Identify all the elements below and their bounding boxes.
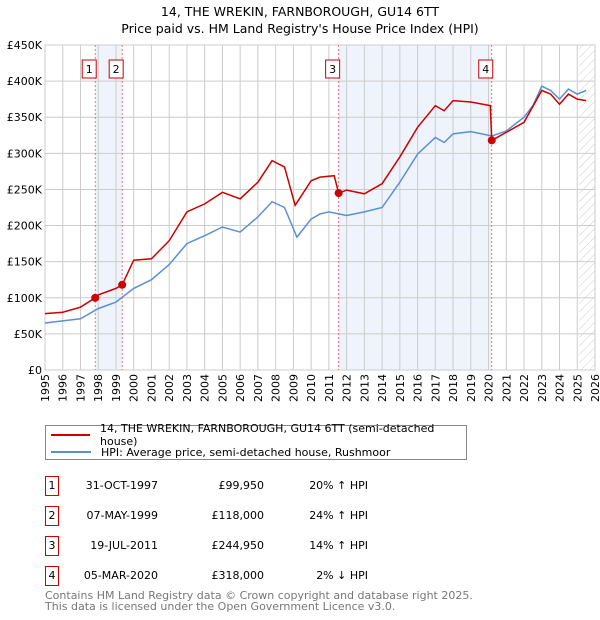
chart-subtitle: Price paid vs. HM Land Registry's House … — [121, 21, 479, 36]
legend-label: 14, THE WREKIN, FARNBOROUGH, GU14 6TT (s… — [100, 422, 435, 448]
x-tick-label: 2020 — [483, 374, 496, 402]
sale-label-1: 1 — [86, 63, 93, 76]
shaded-period-2 — [338, 45, 492, 370]
sale-number: 4 — [45, 566, 59, 586]
x-tick-label: 2024 — [554, 374, 567, 402]
price-chart: 1995 1996 1997 1998 1999 2000 2001 2002 2003 2004… — [7, 39, 600, 402]
sale-hpi-diff: 14% ↑ HPI — [309, 539, 368, 552]
x-tick-label: 1998 — [92, 374, 105, 402]
plot-border — [44, 44, 596, 371]
sale-point-2 — [118, 280, 127, 289]
sale-label-3: 3 — [329, 63, 336, 76]
sale-point-3 — [334, 189, 343, 198]
sale-date: 05-MAR-2020 — [83, 569, 158, 582]
sale-row: 4 05-MAR-2020 £318,000 2% ↓ HPI — [0, 566, 600, 586]
sale-label-box-1 — [81, 59, 97, 79]
hpi-line — [44, 85, 587, 324]
y-tick-label: £350K — [7, 111, 43, 124]
x-tick-label: 2013 — [358, 374, 371, 402]
x-tick-label: 2015 — [394, 374, 407, 402]
chart-title: 14, THE WREKIN, FARNBOROUGH, GU14 6TT — [160, 4, 440, 19]
sale-label-4: 4 — [482, 63, 489, 76]
x-tick-label: 2022 — [518, 374, 531, 402]
footer-line-1: Contains HM Land Registry data © Crown c… — [45, 589, 473, 602]
x-tick-label: 2006 — [234, 374, 247, 402]
sale-hpi-diff: 24% ↑ HPI — [309, 509, 368, 522]
x-tick-label: 2026 — [589, 374, 600, 402]
sale-label-box-4 — [478, 59, 494, 79]
legend-item-property: 14, THE WREKIN, FARNBOROUGH, GU14 6TT (s… — [51, 422, 466, 448]
x-tick-label: 2023 — [536, 374, 549, 402]
x-tick-label: 2017 — [429, 374, 442, 402]
y-tick-label: £200K — [7, 220, 43, 233]
legend-swatch-red — [51, 434, 90, 436]
y-tick-label: £50K — [14, 328, 43, 341]
legend-item-hpi: HPI: Average price, semi-detached house,… — [51, 444, 390, 460]
x-tick-label: 1996 — [57, 374, 70, 402]
sale-row: 2 07-MAY-1999 £118,000 24% ↑ HPI — [0, 506, 600, 526]
sale-price: £318,000 — [211, 569, 265, 582]
x-tick-label: 2008 — [270, 374, 283, 402]
x-tick-label: 2019 — [465, 374, 478, 402]
x-tick-label: 2014 — [376, 374, 389, 402]
property-price-line — [44, 89, 587, 315]
sale-point-1 — [91, 293, 100, 302]
x-tick-label: 2010 — [305, 374, 318, 402]
y-tick-label: £0 — [28, 364, 42, 377]
forecast-hatch — [579, 45, 595, 370]
x-tick-label: 2002 — [163, 374, 176, 402]
x-tick-label: 2003 — [181, 374, 194, 402]
legend: 14, THE WREKIN, FARNBOROUGH, GU14 6TT (s… — [45, 422, 467, 460]
sale-date: 31-OCT-1997 — [85, 479, 158, 492]
sale-label-box-2 — [108, 59, 124, 79]
sale-label-box-3 — [325, 59, 341, 79]
y-tick-label: £400K — [7, 75, 43, 88]
sale-price: £244,950 — [211, 539, 265, 552]
x-tick-label: 2000 — [128, 374, 141, 402]
sale-number: 3 — [45, 536, 59, 556]
shaded-period-1 — [95, 45, 123, 370]
sale-hpi-diff: 2% ↓ HPI — [316, 569, 368, 582]
sale-number: 1 — [45, 476, 59, 496]
x-tick-label: 2005 — [216, 374, 229, 402]
x-tick-label: 2007 — [252, 374, 265, 402]
x-tick-label: 2018 — [447, 374, 460, 402]
sale-date: 07-MAY-1999 — [86, 509, 158, 522]
sale-price: £99,950 — [218, 479, 265, 492]
y-tick-label: £250K — [7, 183, 43, 196]
x-tick-label: 2011 — [323, 374, 336, 402]
sale-date: 19-JUL-2011 — [90, 539, 158, 552]
sale-label-2: 2 — [113, 63, 120, 76]
x-tick-label: 1995 — [39, 374, 52, 402]
y-tick-label: £100K — [7, 292, 43, 305]
legend-label: HPI: Average price, semi-detached house,… — [101, 445, 391, 459]
sale-hpi-diff: 20% ↑ HPI — [309, 479, 368, 492]
sale-number: 2 — [45, 506, 59, 526]
x-tick-label: 2001 — [145, 374, 158, 402]
x-tick-label: 2016 — [412, 374, 425, 402]
x-tick-label: 2004 — [199, 374, 212, 402]
sale-row: 1 31-OCT-1997 £99,950 20% ↑ HPI — [0, 476, 600, 496]
sale-point-4 — [487, 136, 496, 145]
y-tick-label: £300K — [7, 147, 43, 160]
x-tick-label: 1999 — [110, 374, 123, 402]
x-tick-label: 2009 — [287, 374, 300, 402]
y-tick-label: £450K — [7, 39, 43, 52]
sale-row: 3 19-JUL-2011 £244,950 14% ↑ HPI — [0, 536, 600, 556]
footer-line-2: This data is licensed under the Open Gov… — [45, 600, 396, 613]
x-tick-label: 2012 — [341, 374, 354, 402]
sale-price: £118,000 — [211, 509, 265, 522]
legend-swatch-blue — [51, 451, 91, 453]
x-tick-label: 2025 — [571, 374, 584, 402]
x-tick-label: 2021 — [500, 374, 513, 402]
y-tick-label: £150K — [7, 256, 43, 269]
x-tick-label: 1997 — [74, 374, 87, 402]
